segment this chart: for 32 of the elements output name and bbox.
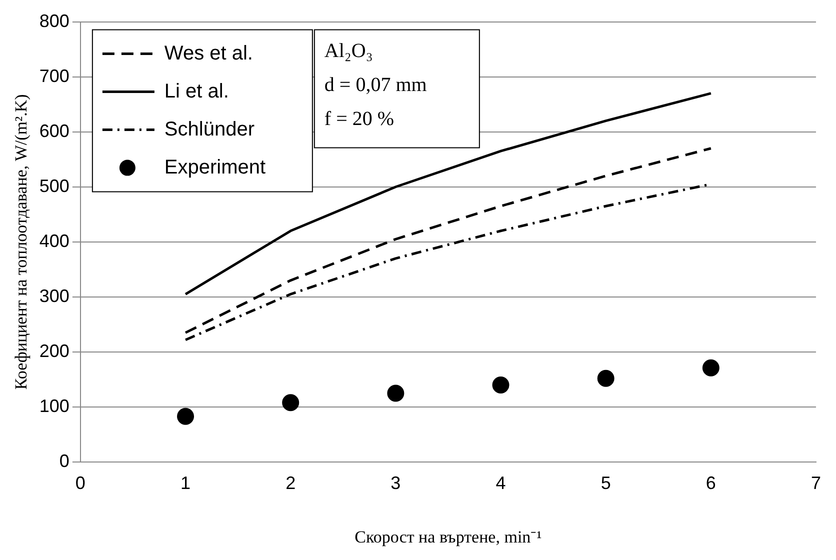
legend-label: Wes et al. [164,42,253,64]
y-tick-label: 300 [39,286,70,306]
x-tick-label: 5 [600,472,611,493]
x-tick-label: 6 [706,472,716,493]
legend-label: Experiment [164,156,266,178]
legend-label: Li et al. [164,80,229,102]
x-axis-title: Скорост на въртене, min⁻¹ [354,527,542,546]
y-tick-label: 200 [39,340,70,361]
x-tick-label: 3 [390,472,401,493]
y-axis-title: Коефициент на топлоотдаване, W/(m².K) [12,94,31,390]
y-tick-label: 100 [39,396,70,416]
y-tick-label: 400 [39,230,70,251]
point [702,359,720,376]
x-tick-label: 7 [810,472,822,493]
point [492,376,510,394]
x-tick-label: 0 [75,472,86,493]
legend-label: Schlünder [164,118,255,140]
y-tick-label: 500 [39,176,70,196]
point [597,370,614,387]
point [387,384,404,402]
annotation: f = 20 % [324,108,394,130]
point [177,408,194,425]
point [282,394,300,412]
annotation: d = 0,07 mm [324,74,428,96]
x-tick-label: 2 [286,472,296,493]
x-tick-label: 4 [496,472,506,493]
y-tick-label: 800 [39,10,70,31]
annotation: Al₂O₃ [324,40,373,62]
y-tick-label: 600 [39,120,70,141]
y-tick-label: 700 [39,66,70,86]
x-tick-label: 1 [180,472,191,493]
y-tick-label: 0 [59,450,70,471]
